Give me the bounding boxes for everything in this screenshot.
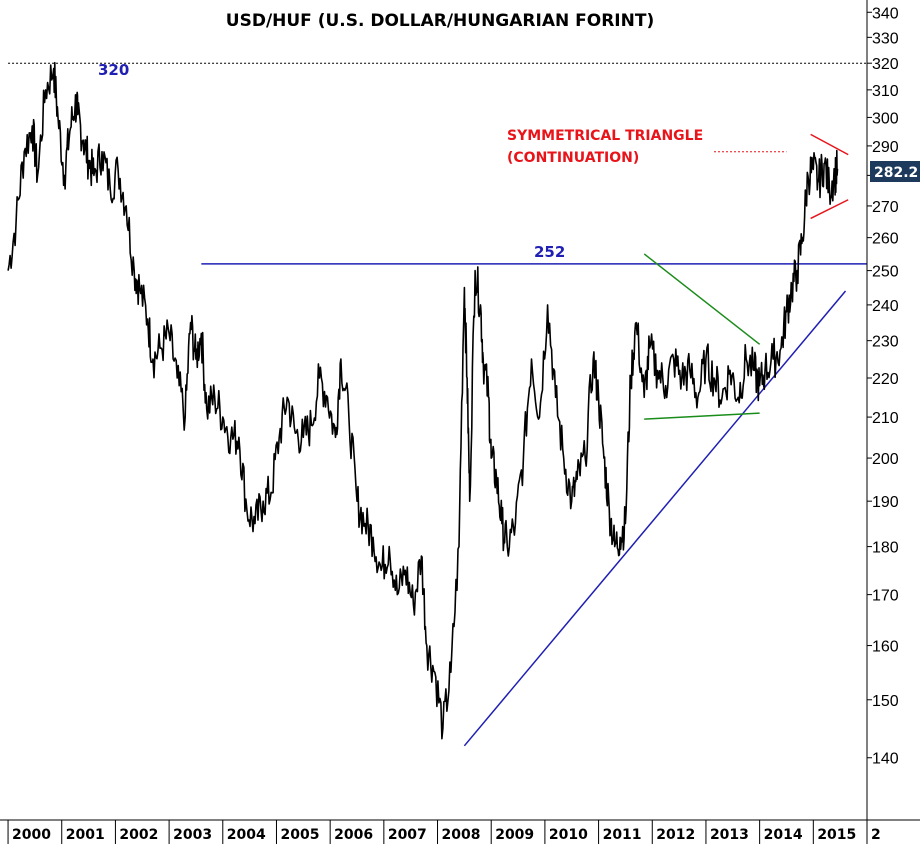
x-tick-label: 2008: [442, 827, 481, 843]
x-tick-label: 2015: [817, 827, 856, 843]
y-tick-label: 340: [872, 5, 899, 22]
y-tick-label: 320: [872, 56, 899, 73]
x-tick-label: 2011: [603, 827, 642, 843]
x-tick-label: 2010: [549, 827, 588, 843]
triangle-note-line1: SYMMETRICAL TRIANGLE: [507, 128, 703, 144]
y-tick-label: 330: [872, 30, 899, 47]
y-tick-label: 170: [872, 588, 899, 605]
x-tick-label: 2005: [280, 827, 319, 843]
y-tick-label: 250: [872, 264, 899, 281]
x-tick-label: 2007: [388, 827, 427, 843]
y-tick-label: 140: [872, 751, 899, 768]
trendline-flat-trend-lower: [644, 412, 760, 420]
level-252-label: 252: [534, 243, 565, 261]
x-tick-label: 2003: [173, 827, 212, 843]
level-320-label: 320: [98, 61, 129, 79]
y-tick-label: 240: [872, 298, 899, 315]
y-tick-label: 260: [872, 231, 899, 248]
last-value-marker: 282.2: [870, 161, 920, 182]
x-tick-label: 2001: [66, 827, 105, 843]
trendlines: [8, 62, 867, 747]
x-tick-label: 2004: [227, 827, 266, 843]
trendline-triangle-upper: [810, 133, 849, 156]
y-tick-label: 310: [872, 83, 899, 100]
last-value-box: [870, 161, 920, 182]
y-tick-label: 210: [872, 410, 899, 427]
x-tick-label: 2006: [334, 827, 373, 843]
y-tick-label: 160: [872, 639, 899, 656]
y-tick-label: 180: [872, 540, 899, 557]
price-series: [7, 61, 839, 740]
y-tick-label: 270: [872, 199, 899, 216]
x-tick-label: 2: [871, 827, 881, 843]
annotations: 320 252 SYMMETRICAL TRIANGLE (CONTINUATI…: [98, 61, 703, 261]
y-tick-label: 190: [872, 494, 899, 511]
x-axis: 2000 2001 2002 2003 2004 2005 2006 2007 2008 2009…: [0, 819, 920, 844]
price-line: [7, 61, 839, 740]
y-tick-label: 200: [872, 451, 899, 468]
y-tick-label: 150: [872, 693, 899, 710]
y-tick-label: 290: [872, 139, 899, 156]
last-value-label: 282.2: [874, 165, 918, 181]
x-tick-label: 2013: [710, 827, 749, 843]
y-tick-label: 300: [872, 110, 899, 127]
trendline-long-term-support: [463, 290, 847, 747]
x-tick-label: 2009: [495, 827, 534, 843]
triangle-note-line2: (CONTINUATION): [507, 150, 639, 166]
y-tick-label: 220: [872, 371, 899, 388]
x-tick-label: 2000: [12, 827, 51, 843]
chart-title: USD/HUF (U.S. DOLLAR/HUNGARIAN FORINT): [226, 11, 654, 31]
trendline-triangle-lower: [810, 199, 849, 220]
y-axis: 140 150 160 170 180 190 200 210 220 230 240 250 260 2…: [866, 0, 899, 820]
y-tick-label: 230: [872, 334, 899, 351]
x-tick-label: 2012: [656, 827, 695, 843]
trendline-falling-trend-upper: [643, 253, 761, 345]
x-tick-label: 2002: [119, 827, 158, 843]
x-tick-label: 2014: [764, 827, 803, 843]
